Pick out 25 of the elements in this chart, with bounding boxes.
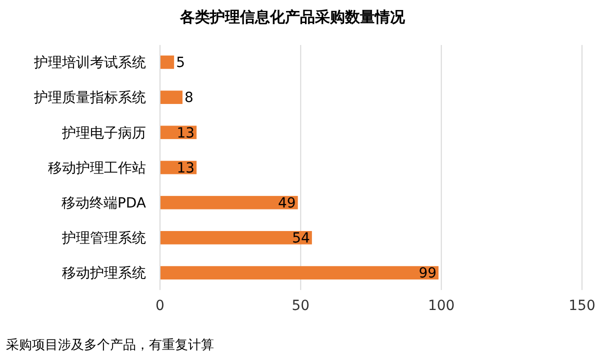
y-tick-label: 护理电子病历 <box>61 125 146 142</box>
data-label: 8 <box>184 90 194 106</box>
bar <box>160 56 174 69</box>
data-label: 99 <box>418 266 437 282</box>
data-label: 5 <box>176 55 185 72</box>
chart-title: 各类护理信息化产品采购数量情况 <box>179 8 406 26</box>
data-label: 13 <box>176 125 195 142</box>
bar <box>160 231 312 244</box>
y-tick-label: 移动终端PDA <box>61 196 146 212</box>
x-tick-label: 150 <box>568 298 596 314</box>
data-label: 13 <box>176 160 195 176</box>
bar <box>160 266 439 280</box>
y-tick-label: 移动护理系统 <box>62 266 146 282</box>
y-tick-label: 护理管理系统 <box>61 230 146 247</box>
bar <box>160 90 183 104</box>
y-tick-label: 护理培训考试系统 <box>33 55 146 72</box>
data-label: 49 <box>278 196 296 212</box>
x-tick-label: 0 <box>156 298 164 314</box>
data-label: 54 <box>292 230 310 247</box>
x-tick-label: 50 <box>292 298 310 314</box>
bar <box>160 196 298 210</box>
x-tick-label: 100 <box>428 298 455 314</box>
text: 采购项目涉及多个产品，有重复计算 <box>6 338 214 353</box>
y-tick-label: 移动护理工作站 <box>48 160 146 176</box>
y-tick-label: 护理质量指标系统 <box>33 90 146 106</box>
